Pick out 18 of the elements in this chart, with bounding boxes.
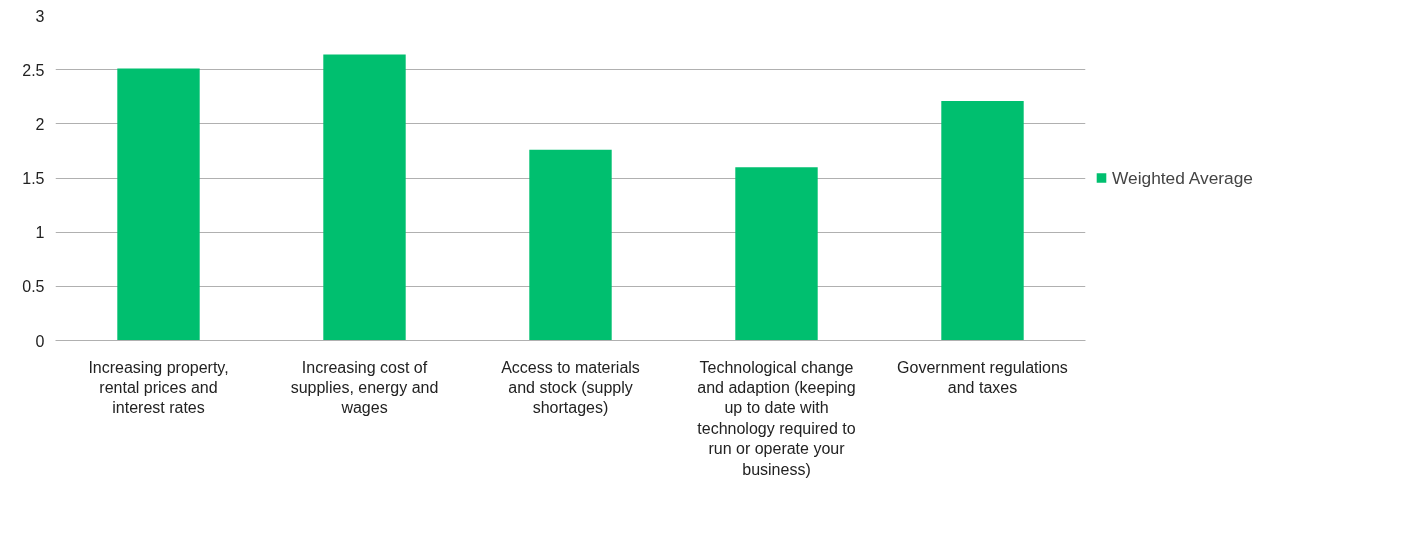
y-tick-label: 3	[35, 7, 45, 25]
bar	[941, 101, 1024, 341]
y-tick-label: 2	[35, 115, 45, 133]
bar	[323, 54, 406, 341]
x-tick-label: Government regulations and taxes	[897, 358, 1068, 396]
y-tick-label: 1	[35, 224, 45, 242]
bar	[117, 68, 200, 341]
x-tick-label: Increasing cost of supplies, energy and wages	[290, 358, 439, 417]
y-tick-label: 0.5	[22, 278, 45, 296]
x-tick-label: Technological change and adaption (keeping up to date with technology required to run or operate your business)	[697, 358, 856, 478]
y-tick-label: 2.5	[22, 61, 45, 79]
y-tick-label: 1.5	[22, 170, 45, 187]
legend-label: Weighted Average	[1112, 167, 1253, 188]
y-tick-label: 0	[35, 332, 45, 350]
bar	[529, 149, 612, 341]
bar	[735, 167, 818, 341]
x-tick-label: Increasing property, rental prices and interest rates	[88, 358, 229, 417]
x-tick-label: Access to materials and stock (supply shortages)	[501, 358, 640, 417]
